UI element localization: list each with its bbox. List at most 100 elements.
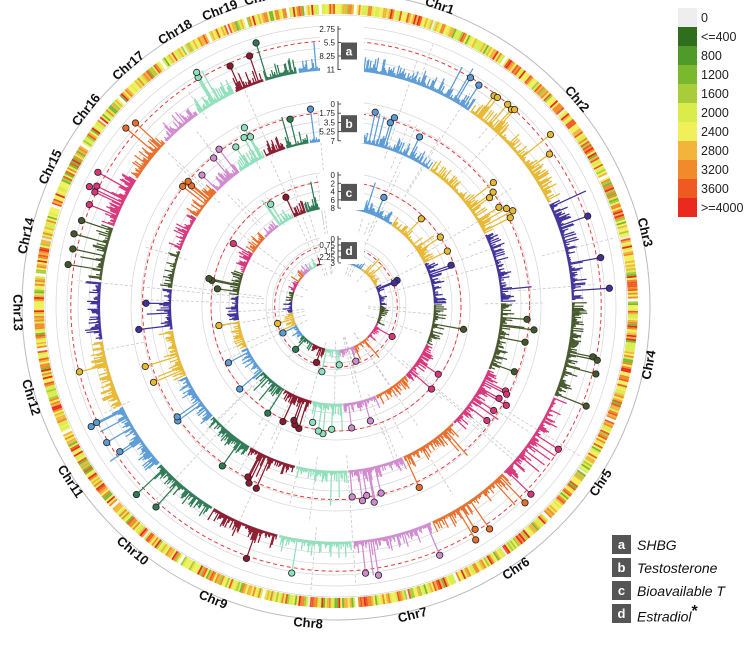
density-segment	[405, 12, 410, 23]
manhattan-bar	[408, 371, 411, 374]
manhattan-bar	[202, 412, 211, 420]
manhattan-bar	[274, 144, 279, 152]
density-segment	[214, 573, 220, 584]
manhattan-bar	[413, 528, 418, 537]
manhattan-bar	[417, 246, 429, 254]
manhattan-bar	[570, 277, 576, 280]
manhattan-bar	[232, 243, 253, 256]
manhattan-bar	[458, 192, 463, 197]
manhattan-bar	[280, 535, 282, 538]
manhattan-bar	[119, 193, 127, 198]
manhattan-bar	[235, 146, 249, 167]
manhattan-bar	[331, 349, 334, 359]
manhattan-bar	[400, 225, 408, 234]
manhattan-bar	[401, 226, 409, 234]
manhattan-bar	[158, 331, 174, 336]
density-segment	[548, 504, 558, 513]
manhattan-bar	[544, 415, 548, 418]
manhattan-bar	[421, 353, 431, 360]
guide-line	[316, 175, 325, 223]
significant-snp	[485, 525, 494, 533]
manhattan-bar	[557, 385, 561, 389]
manhattan-bar	[564, 245, 575, 250]
manhattan-bar	[430, 279, 435, 283]
manhattan-bar	[423, 83, 427, 88]
manhattan-bar	[410, 368, 419, 375]
density-segment	[584, 147, 594, 154]
significant-snp	[282, 193, 290, 201]
manhattan-bar	[160, 470, 168, 477]
density-segment	[59, 182, 70, 189]
manhattan-bar	[356, 344, 360, 350]
density-segment	[604, 186, 615, 193]
manhattan-bar	[368, 334, 376, 341]
manhattan-bar	[413, 451, 417, 455]
manhattan-bar	[492, 481, 496, 485]
density-segment	[565, 484, 575, 493]
manhattan-bar	[322, 403, 327, 434]
manhattan-bar	[233, 325, 241, 328]
manhattan-bar	[289, 214, 293, 219]
manhattan-bar	[180, 377, 188, 382]
manhattan-bar	[311, 267, 314, 269]
density-segment	[109, 104, 119, 113]
guide-line	[344, 336, 357, 376]
significant-snp	[77, 216, 86, 225]
manhattan-bar	[210, 416, 215, 421]
manhattan-bar	[281, 462, 287, 475]
manhattan-bar	[138, 167, 143, 172]
manhattan-bar	[304, 337, 306, 340]
manhattan-bar	[413, 364, 417, 368]
density-segment	[176, 553, 183, 564]
manhattan-bar	[350, 402, 354, 410]
manhattan-bar	[479, 106, 490, 120]
manhattan-bar	[121, 418, 130, 424]
manhattan-bar	[499, 128, 508, 137]
density-segment	[508, 62, 516, 72]
manhattan-bar	[291, 69, 294, 75]
manhattan-bar	[370, 397, 374, 401]
manhattan-bar	[226, 433, 233, 441]
manhattan-bar	[429, 333, 440, 338]
manhattan-bar	[442, 430, 452, 441]
density-segment	[223, 24, 230, 35]
manhattan-bar	[380, 537, 383, 541]
density-segment	[626, 330, 637, 334]
density-segment	[38, 355, 49, 359]
manhattan-bar	[454, 188, 459, 193]
manhattan-bar	[242, 444, 247, 450]
manhattan-bar	[300, 269, 306, 275]
density-segment	[237, 581, 243, 593]
density-segment	[183, 558, 191, 568]
manhattan-bar	[387, 388, 392, 394]
density-segment	[371, 6, 375, 17]
manhattan-bar	[104, 239, 110, 242]
manhattan-bar	[286, 320, 295, 325]
manhattan-bar	[294, 207, 300, 216]
manhattan-bar	[474, 213, 478, 217]
manhattan-bar	[284, 316, 294, 320]
manhattan-bar	[293, 395, 299, 406]
manhattan-bar	[285, 144, 289, 149]
density-segment	[167, 54, 176, 64]
manhattan-bar	[443, 177, 447, 182]
manhattan-bar	[242, 270, 245, 273]
density-segment	[40, 243, 51, 247]
manhattan-bar	[536, 429, 540, 433]
manhattan-bar	[369, 208, 373, 215]
density-segment	[34, 310, 45, 313]
manhattan-bar	[112, 222, 116, 225]
manhattan-bar	[430, 332, 434, 335]
manhattan-bar	[443, 430, 448, 435]
manhattan-bar	[183, 487, 186, 490]
manhattan-bar	[177, 483, 182, 488]
manhattan-bar	[237, 277, 242, 281]
manhattan-bar	[383, 537, 386, 542]
manhattan-bar	[248, 525, 252, 533]
manhattan-bar	[365, 539, 368, 545]
density-segment	[87, 133, 97, 141]
density-segment	[275, 592, 280, 603]
manhattan-bar	[429, 334, 436, 337]
chromosome-label: Chr12	[19, 377, 44, 417]
manhattan-bar	[93, 355, 106, 360]
